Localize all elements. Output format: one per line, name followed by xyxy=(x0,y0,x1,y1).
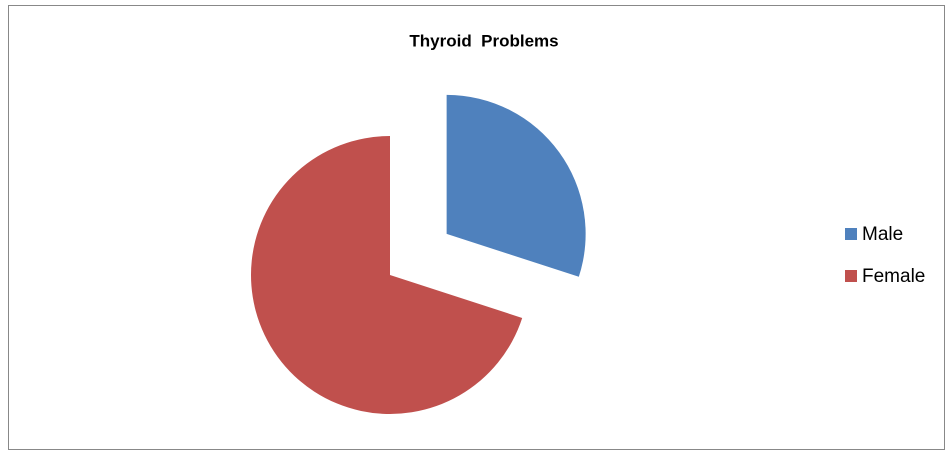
chart-title: Thyroid Problems xyxy=(409,31,558,50)
pie-slice xyxy=(251,136,523,414)
pie-slice xyxy=(446,94,586,277)
legend-swatch xyxy=(845,228,857,240)
legend-label: Male xyxy=(862,224,903,245)
legend-label: Female xyxy=(862,266,925,287)
legend-swatch xyxy=(845,270,857,282)
